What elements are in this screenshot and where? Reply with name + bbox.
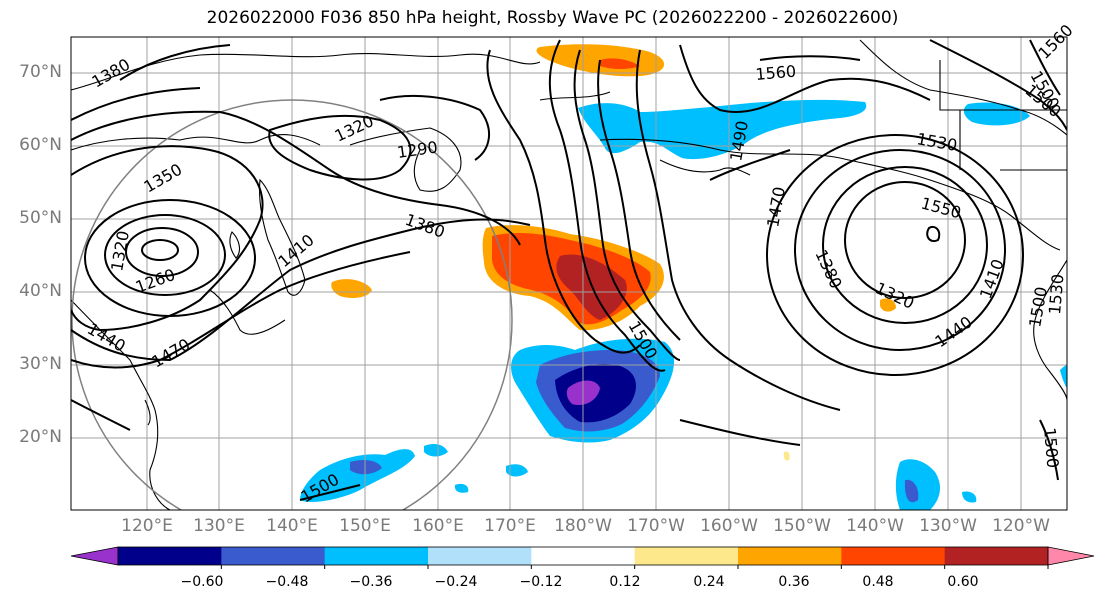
contour-label: 1550 [919, 194, 963, 223]
contour-label: 1530 [915, 129, 958, 155]
contour-label: 1290 [396, 137, 439, 161]
colorbar-segment [531, 547, 636, 565]
colorbar-tick-label: −0.24 [434, 574, 478, 590]
colorbar-segment [841, 547, 946, 565]
contour-label: 1410 [274, 230, 317, 271]
contour-label: 1380 [811, 247, 845, 292]
negative-anomaly-north [578, 99, 867, 160]
lon-label: 160°E [412, 516, 464, 536]
lat-label: 40°N [19, 281, 62, 301]
contour-label: 1440 [931, 312, 975, 351]
lat-label: 60°N [19, 135, 62, 155]
contour-label: 1560 [755, 62, 797, 84]
lat-label: 20°N [19, 427, 62, 447]
colorbar-segment [70, 546, 119, 566]
colorbar-segment [738, 547, 842, 565]
colorbar-segment [944, 547, 1049, 565]
colorbar-tick-label: 0.24 [693, 574, 725, 590]
lon-label: 150°W [773, 516, 831, 536]
contour-label: 1380 [89, 55, 134, 92]
contour-label: 1530 [1045, 273, 1067, 315]
colorbar-segment [428, 547, 532, 565]
contour-label: 1560 [1034, 21, 1076, 63]
lat-label: 70°N [19, 62, 62, 82]
colorbar-tick-label: 0.12 [609, 574, 641, 590]
contour-label: 1500 [1040, 427, 1062, 469]
colorbar-segment [118, 547, 222, 565]
anomaly-shading [300, 44, 1067, 510]
colorbar-segment [221, 547, 326, 565]
colorbar [70, 546, 1095, 569]
colorbar-tick-label: 0.36 [778, 574, 810, 590]
colorbar-segment [1047, 546, 1095, 566]
lon-label: 180°W [554, 516, 612, 536]
colorbar-tick-label: −0.12 [519, 574, 563, 590]
range-ring [71, 99, 513, 510]
lon-label: 120°W [992, 516, 1050, 536]
colorbar-tick-label: −0.60 [180, 574, 224, 590]
lat-label: 30°N [19, 354, 62, 374]
colorbar-segment [634, 547, 739, 565]
lon-label: 150°E [339, 516, 391, 536]
contour-label: 1470 [763, 185, 789, 228]
colorbar-segment [324, 547, 429, 565]
lon-label: 140°E [266, 516, 318, 536]
chart-title: 2026022000 F036 850 hPa height, Rossby W… [206, 8, 899, 28]
lon-label: 170°W [627, 516, 685, 536]
contour-label: 1470 [149, 335, 194, 372]
lon-label: 170°E [484, 516, 536, 536]
height-contours [71, 39, 1067, 501]
contour-label: 1380 [403, 210, 448, 242]
contour-label: 1440 [84, 319, 129, 356]
colorbar-tick-label: −0.48 [265, 574, 309, 590]
lon-label: 130°E [193, 516, 245, 536]
colorbar-tick-label: −0.36 [349, 574, 393, 590]
negative-anomaly-southwest [300, 449, 415, 502]
lon-label: 120°E [121, 516, 173, 536]
lon-label: 160°W [700, 516, 758, 536]
colorbar-outline [117, 546, 1049, 566]
coastlines [71, 39, 1067, 510]
colorbar-tick-label: 0.60 [947, 574, 979, 590]
lat-label: 50°N [19, 208, 62, 228]
colorbar-tick-label: 0.48 [862, 574, 894, 590]
contour-label: 1410 [976, 257, 1008, 302]
lon-label: 140°W [846, 516, 904, 536]
lon-label: 130°W [919, 516, 977, 536]
map-frame [70, 36, 1068, 511]
